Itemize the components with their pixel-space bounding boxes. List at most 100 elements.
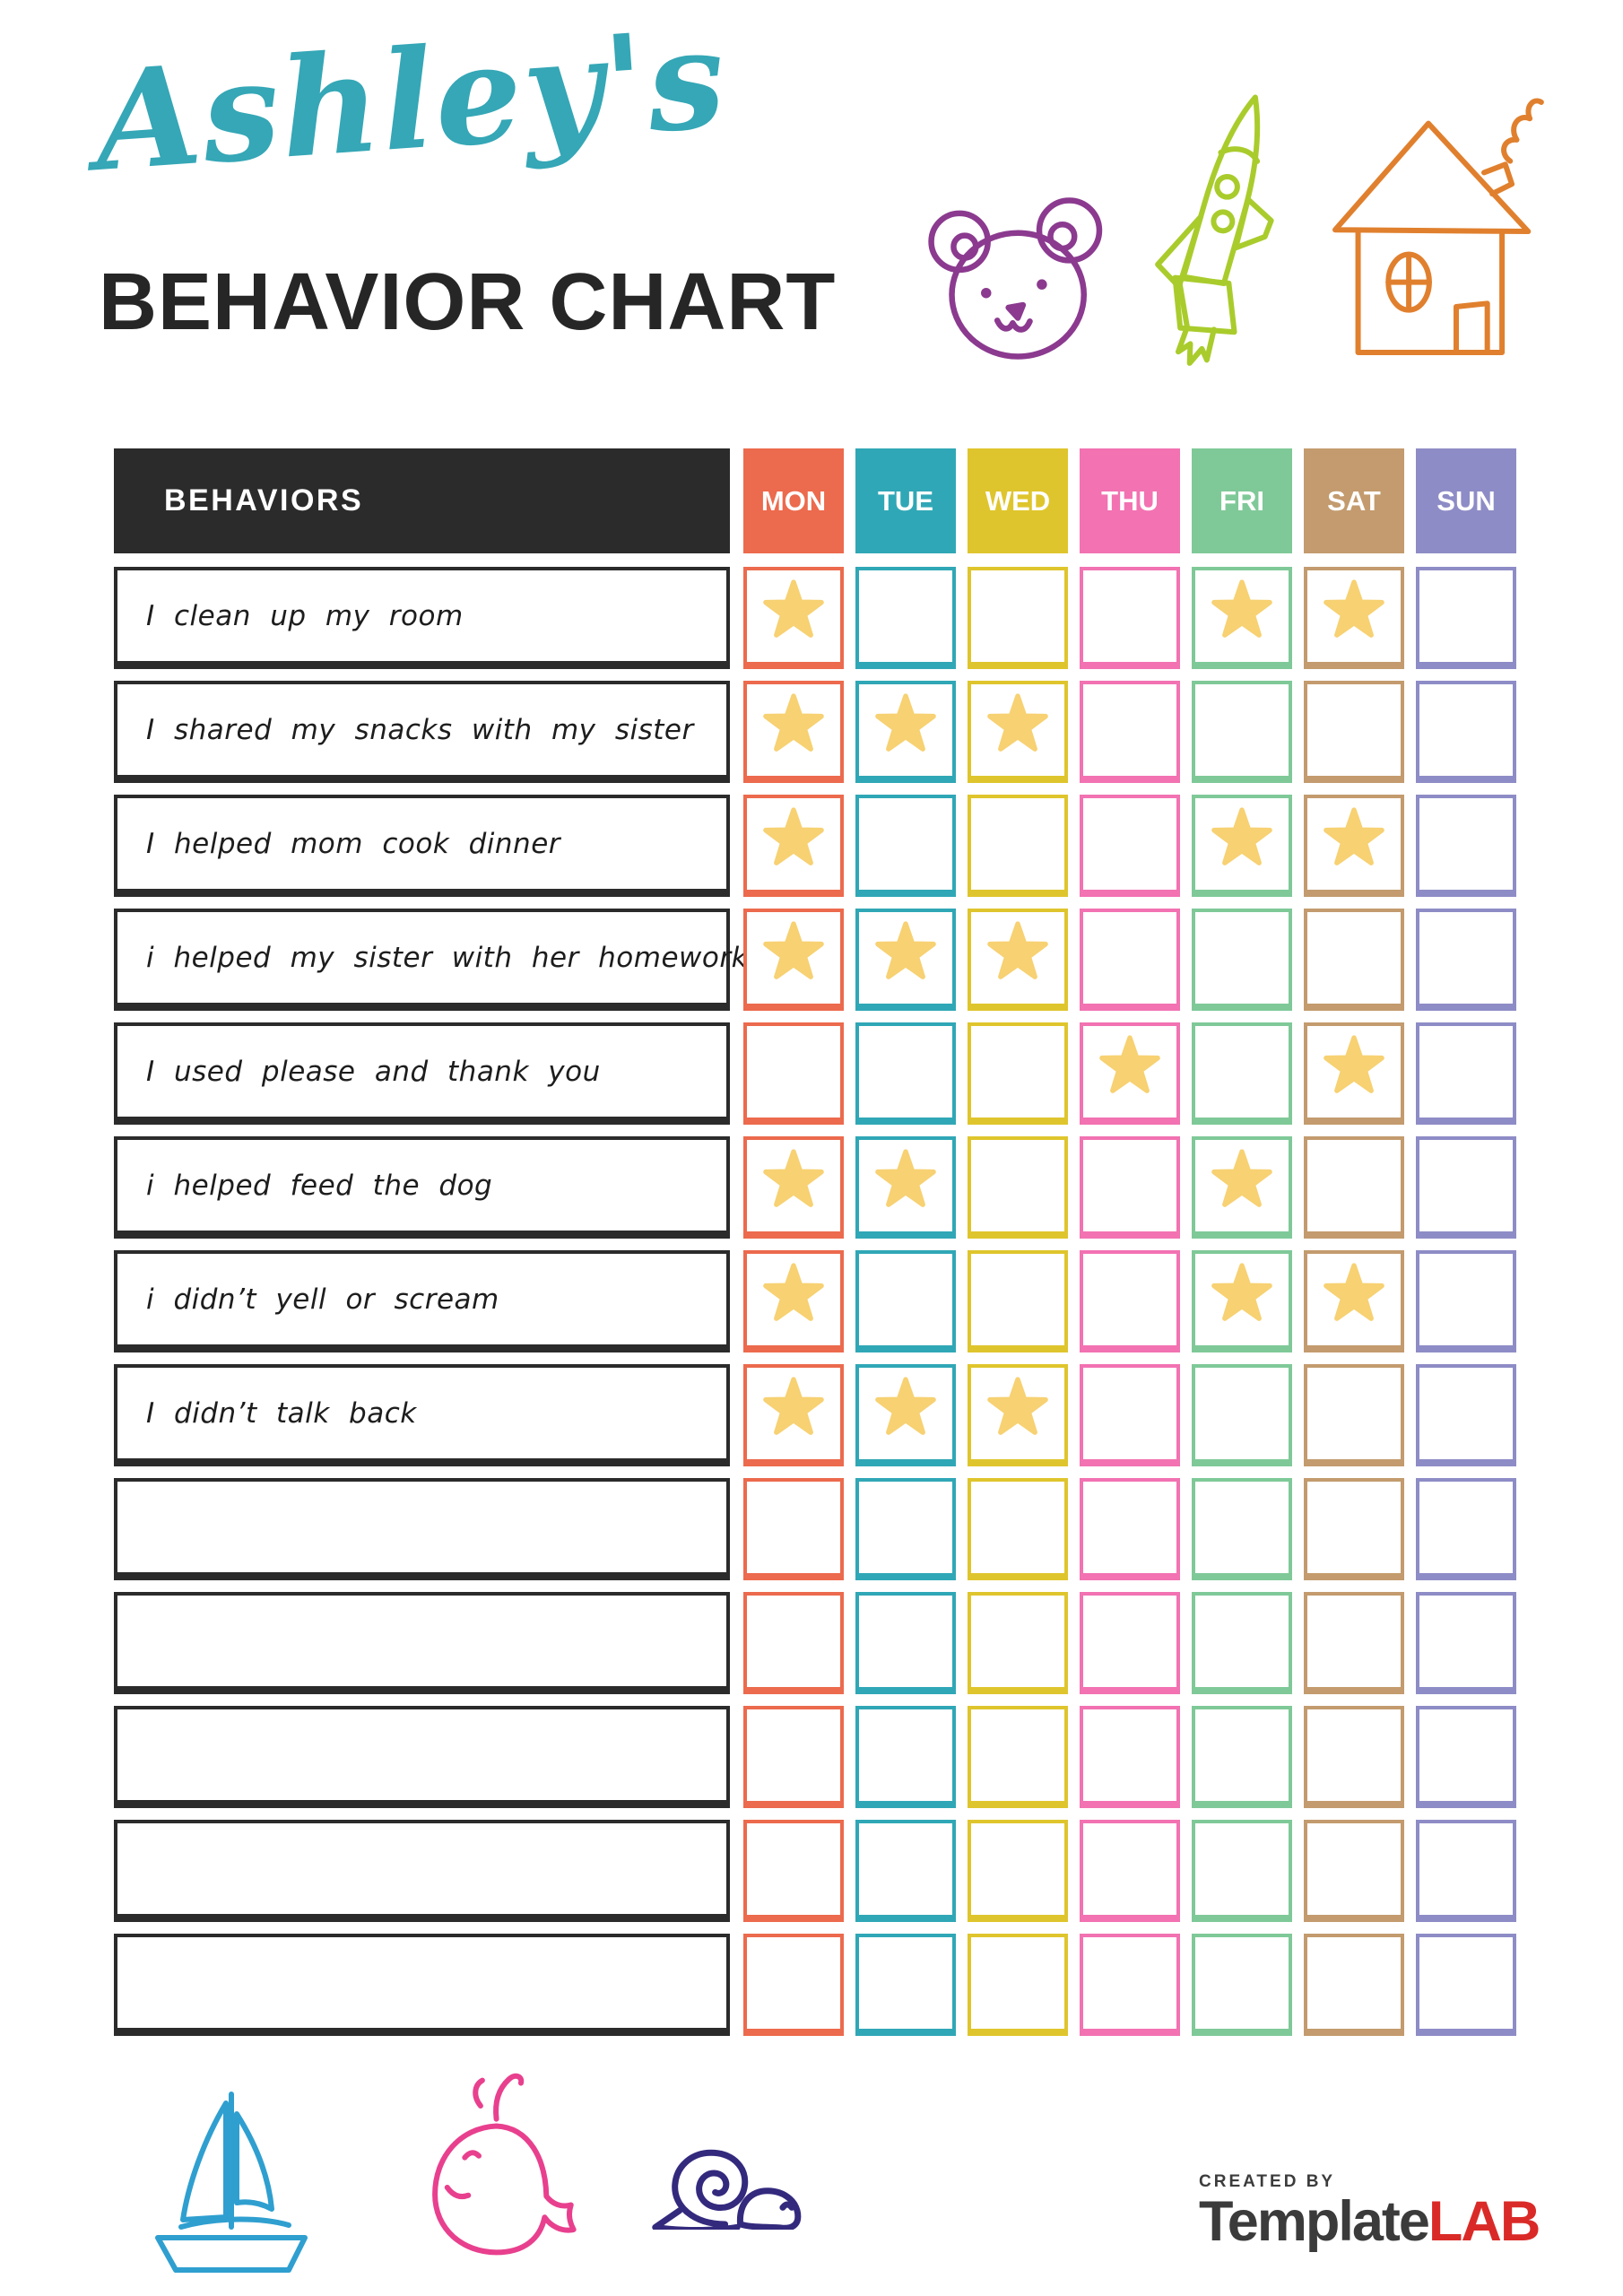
logo-created-by: CREATED BY — [1199, 2172, 1336, 2191]
star-cell-sat[interactable] — [1304, 1934, 1404, 2036]
star-cell-sat[interactable] — [1304, 567, 1404, 669]
star-cell-fri[interactable] — [1192, 681, 1292, 783]
star-cell-sun[interactable] — [1416, 1706, 1516, 1808]
star-cell-sun[interactable] — [1416, 1250, 1516, 1352]
star-cell-mon[interactable] — [743, 1934, 844, 2036]
star-cell-thu[interactable] — [1080, 1592, 1180, 1694]
star-cell-mon[interactable] — [743, 1706, 844, 1808]
star-cell-fri[interactable] — [1192, 1250, 1292, 1352]
star-cell-thu[interactable] — [1080, 1478, 1180, 1580]
star-cell-mon[interactable] — [743, 1022, 844, 1125]
star-cell-tue[interactable] — [855, 1136, 956, 1239]
star-cell-wed[interactable] — [968, 909, 1068, 1011]
star-cell-wed[interactable] — [968, 795, 1068, 897]
star-cell-wed[interactable] — [968, 567, 1068, 669]
star-cell-mon[interactable] — [743, 1136, 844, 1239]
star-cell-sat[interactable] — [1304, 1136, 1404, 1239]
star-cell-wed[interactable] — [968, 1022, 1068, 1125]
rocket-icon — [1142, 83, 1299, 387]
star-cell-tue[interactable] — [855, 1934, 956, 2036]
star-cell-tue[interactable] — [855, 1250, 956, 1352]
star-cell-thu[interactable] — [1080, 1022, 1180, 1125]
star-cell-sun[interactable] — [1416, 1022, 1516, 1125]
star-cell-sat[interactable] — [1304, 1820, 1404, 1922]
star-cell-fri[interactable] — [1192, 1820, 1292, 1922]
star-cell-tue[interactable] — [855, 1592, 956, 1694]
star-icon — [875, 1149, 936, 1207]
table-row: I used please and thank you — [114, 1022, 1516, 1125]
star-cell-fri[interactable] — [1192, 1136, 1292, 1239]
star-cell-sun[interactable] — [1416, 567, 1516, 669]
star-cell-sat[interactable] — [1304, 681, 1404, 783]
star-cell-fri[interactable] — [1192, 1022, 1292, 1125]
star-cell-wed[interactable] — [968, 1136, 1068, 1239]
star-cell-sun[interactable] — [1416, 1820, 1516, 1922]
star-cell-thu[interactable] — [1080, 1136, 1180, 1239]
star-cell-mon[interactable] — [743, 1592, 844, 1694]
behavior-label-box — [114, 1934, 730, 2036]
star-cell-fri[interactable] — [1192, 795, 1292, 897]
star-cell-tue[interactable] — [855, 681, 956, 783]
star-cell-sun[interactable] — [1416, 1478, 1516, 1580]
star-cell-fri[interactable] — [1192, 1364, 1292, 1466]
star-cell-mon[interactable] — [743, 1364, 844, 1466]
star-cell-sun[interactable] — [1416, 795, 1516, 897]
star-cell-tue[interactable] — [855, 1364, 956, 1466]
table-row — [114, 1934, 1516, 2036]
star-cell-fri[interactable] — [1192, 1934, 1292, 2036]
star-cell-wed[interactable] — [968, 1592, 1068, 1694]
star-cell-sun[interactable] — [1416, 1364, 1516, 1466]
star-cell-wed[interactable] — [968, 681, 1068, 783]
star-cell-sat[interactable] — [1304, 909, 1404, 1011]
star-cell-fri[interactable] — [1192, 1706, 1292, 1808]
star-cell-thu[interactable] — [1080, 567, 1180, 669]
star-cell-thu[interactable] — [1080, 681, 1180, 783]
star-cell-mon[interactable] — [743, 795, 844, 897]
star-cell-thu[interactable] — [1080, 1934, 1180, 2036]
star-cell-wed[interactable] — [968, 1934, 1068, 2036]
star-cell-wed[interactable] — [968, 1820, 1068, 1922]
star-cell-sat[interactable] — [1304, 1478, 1404, 1580]
star-cell-tue[interactable] — [855, 1478, 956, 1580]
star-cell-thu[interactable] — [1080, 1706, 1180, 1808]
star-cell-mon[interactable] — [743, 909, 844, 1011]
star-cell-sun[interactable] — [1416, 1136, 1516, 1239]
star-cell-sat[interactable] — [1304, 795, 1404, 897]
star-cell-sat[interactable] — [1304, 1592, 1404, 1694]
star-cell-wed[interactable] — [968, 1364, 1068, 1466]
star-cell-tue[interactable] — [855, 909, 956, 1011]
star-cell-mon[interactable] — [743, 1250, 844, 1352]
star-cell-tue[interactable] — [855, 1022, 956, 1125]
star-cell-mon[interactable] — [743, 1478, 844, 1580]
day-header-mon: MON — [743, 448, 844, 553]
star-cell-thu[interactable] — [1080, 795, 1180, 897]
star-cell-fri[interactable] — [1192, 1592, 1292, 1694]
star-cell-sat[interactable] — [1304, 1706, 1404, 1808]
star-cell-sat[interactable] — [1304, 1364, 1404, 1466]
star-cell-mon[interactable] — [743, 567, 844, 669]
star-cell-fri[interactable] — [1192, 1478, 1292, 1580]
star-cell-thu[interactable] — [1080, 909, 1180, 1011]
star-cell-fri[interactable] — [1192, 909, 1292, 1011]
star-cell-mon[interactable] — [743, 681, 844, 783]
star-cell-mon[interactable] — [743, 1820, 844, 1922]
star-cell-sat[interactable] — [1304, 1022, 1404, 1125]
star-cell-tue[interactable] — [855, 1820, 956, 1922]
star-cell-sun[interactable] — [1416, 1592, 1516, 1694]
logo-brand-template: Template — [1199, 2190, 1430, 2253]
star-cell-wed[interactable] — [968, 1250, 1068, 1352]
star-cell-wed[interactable] — [968, 1478, 1068, 1580]
star-cell-thu[interactable] — [1080, 1364, 1180, 1466]
star-cell-sun[interactable] — [1416, 909, 1516, 1011]
star-cell-thu[interactable] — [1080, 1820, 1180, 1922]
star-cell-tue[interactable] — [855, 795, 956, 897]
star-cell-sun[interactable] — [1416, 681, 1516, 783]
star-cell-thu[interactable] — [1080, 1250, 1180, 1352]
star-cell-tue[interactable] — [855, 567, 956, 669]
star-cell-sat[interactable] — [1304, 1250, 1404, 1352]
table-row — [114, 1478, 1516, 1580]
star-cell-sun[interactable] — [1416, 1934, 1516, 2036]
star-cell-tue[interactable] — [855, 1706, 956, 1808]
star-cell-fri[interactable] — [1192, 567, 1292, 669]
star-cell-wed[interactable] — [968, 1706, 1068, 1808]
